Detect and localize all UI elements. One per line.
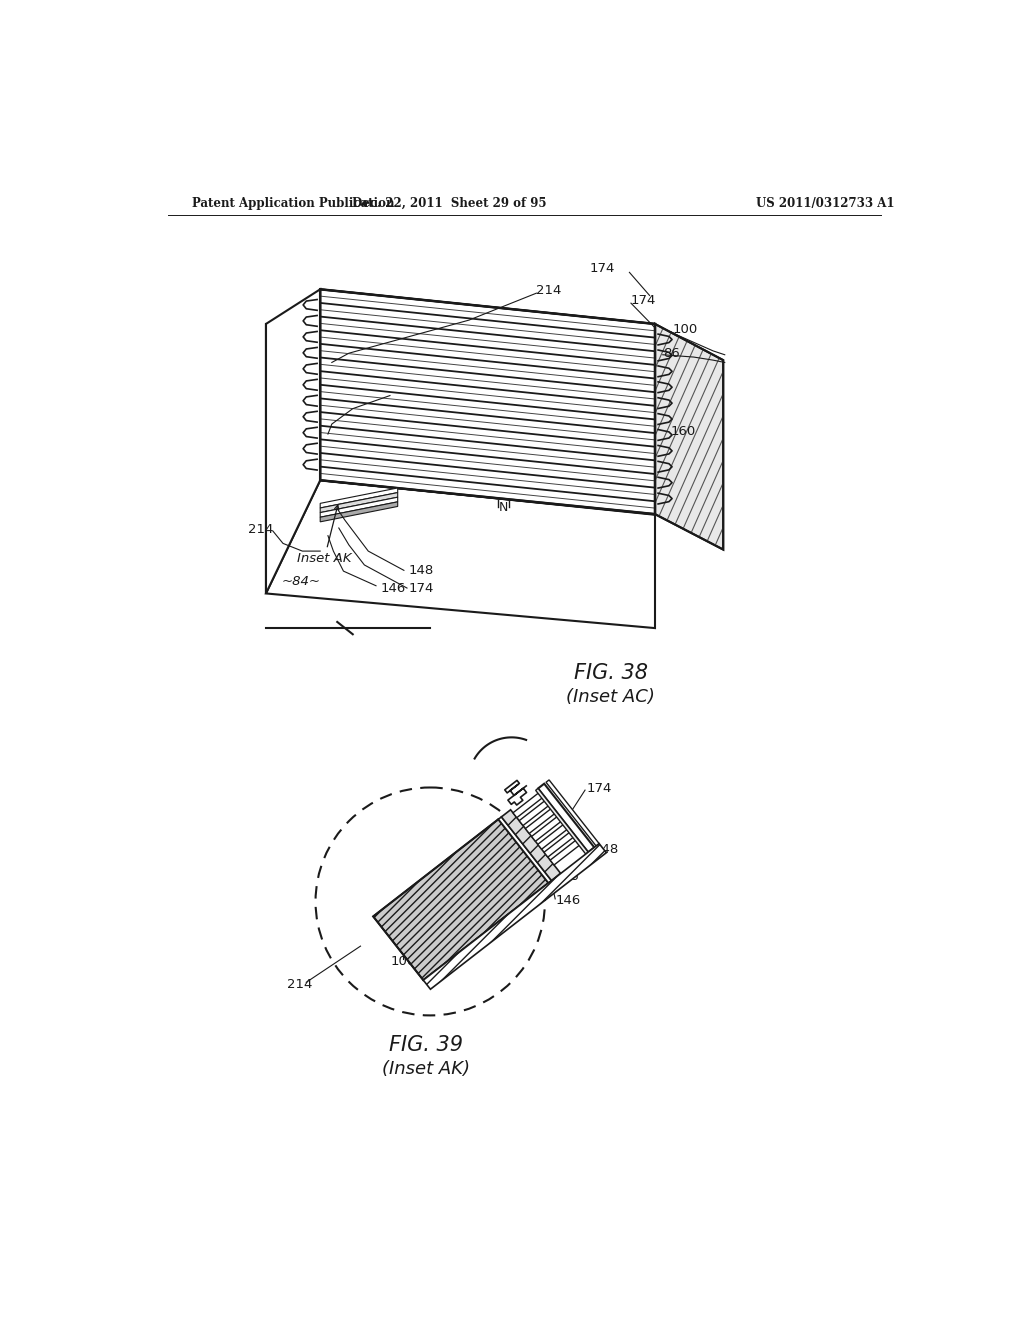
Polygon shape <box>321 498 397 517</box>
Polygon shape <box>536 788 588 854</box>
Text: 214: 214 <box>248 523 273 536</box>
Polygon shape <box>519 800 551 825</box>
Text: FIG. 38: FIG. 38 <box>573 663 648 682</box>
Text: (Inset AC): (Inset AC) <box>566 689 655 706</box>
Text: (Inset AK): (Inset AK) <box>382 1060 470 1077</box>
Text: 100: 100 <box>390 954 416 968</box>
Text: FIG. 39: FIG. 39 <box>389 1035 464 1056</box>
Polygon shape <box>499 817 552 883</box>
Text: 160: 160 <box>671 425 695 438</box>
Text: 148: 148 <box>593 843 618 857</box>
Polygon shape <box>321 502 397 521</box>
Text: 214: 214 <box>287 978 312 991</box>
Text: 214: 214 <box>537 284 562 297</box>
Text: US 2011/0312733 A1: US 2011/0312733 A1 <box>756 197 894 210</box>
Text: 146: 146 <box>556 894 582 907</box>
Polygon shape <box>321 492 397 512</box>
Polygon shape <box>373 820 549 981</box>
Polygon shape <box>546 780 599 846</box>
Polygon shape <box>266 480 655 628</box>
Polygon shape <box>502 809 561 880</box>
Polygon shape <box>321 488 397 508</box>
Text: ~84~: ~84~ <box>282 576 321 589</box>
Text: Dec. 22, 2011  Sheet 29 of 95: Dec. 22, 2011 Sheet 29 of 95 <box>352 197 547 210</box>
Polygon shape <box>321 289 655 515</box>
Polygon shape <box>544 830 575 857</box>
Text: 86: 86 <box>664 347 680 360</box>
Polygon shape <box>538 784 594 853</box>
Text: 146: 146 <box>381 582 406 594</box>
Text: Inset AK: Inset AK <box>297 506 351 565</box>
Text: 174: 174 <box>409 582 434 594</box>
Text: 174: 174 <box>589 261 614 275</box>
Text: 214: 214 <box>390 387 416 400</box>
Text: 174: 174 <box>587 781 612 795</box>
Text: 100: 100 <box>673 323 698 335</box>
Text: N: N <box>499 500 508 513</box>
Polygon shape <box>513 792 545 817</box>
Text: 86: 86 <box>562 870 579 883</box>
Text: Patent Application Publication: Patent Application Publication <box>191 197 394 210</box>
Polygon shape <box>655 323 723 549</box>
Text: 148: 148 <box>409 564 434 577</box>
Polygon shape <box>531 816 563 841</box>
Text: 174: 174 <box>631 294 656 308</box>
Polygon shape <box>266 289 321 594</box>
Polygon shape <box>423 843 606 989</box>
Polygon shape <box>538 824 569 849</box>
Polygon shape <box>550 838 582 865</box>
Polygon shape <box>525 808 557 833</box>
